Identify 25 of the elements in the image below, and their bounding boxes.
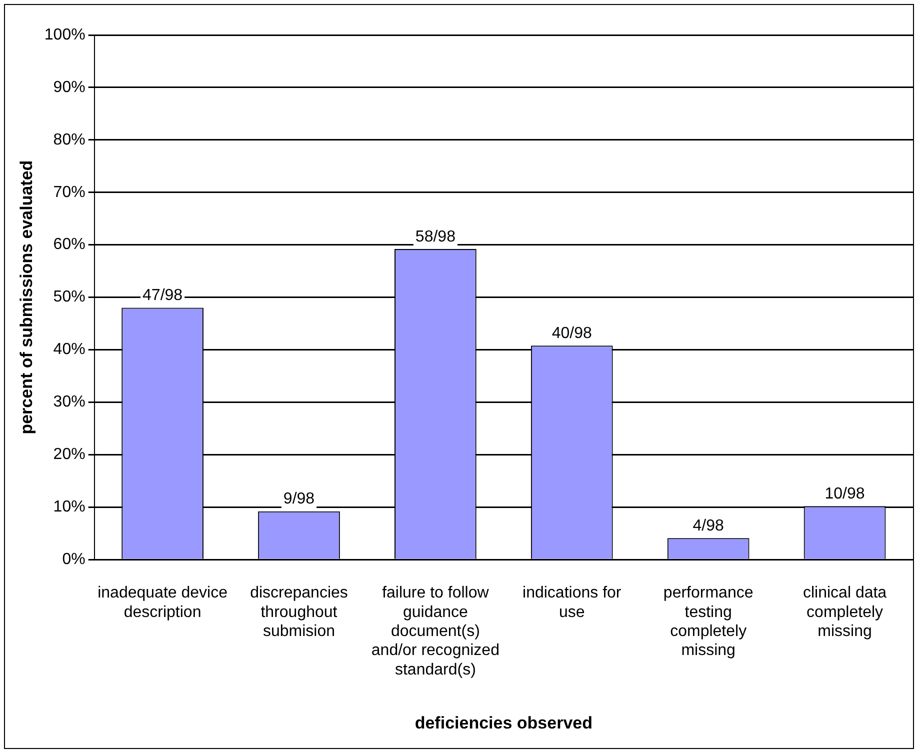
data-label: 58/98 bbox=[415, 228, 456, 246]
y-tick-label: 50% bbox=[53, 288, 86, 306]
y-tick-label: 100% bbox=[44, 26, 86, 44]
x-tick-label: indications for use bbox=[522, 584, 622, 621]
y-tick-label: 20% bbox=[53, 446, 86, 464]
data-label: 10/98 bbox=[824, 485, 865, 502]
y-tick-label: 80% bbox=[53, 131, 86, 148]
y-tick-label: 90% bbox=[53, 78, 86, 96]
y-tick-label: 0% bbox=[62, 551, 86, 568]
data-label: 47/98 bbox=[142, 287, 183, 304]
x-tick-label: failure to follow guidance document(s) and/or recognized standard(s) bbox=[371, 584, 500, 678]
x-tick-label: inadequate device description bbox=[98, 584, 228, 621]
x-tick-label: discrepancies throughout submision bbox=[250, 584, 348, 640]
y-tick-label: 10% bbox=[53, 498, 86, 516]
y-tick-label: 30% bbox=[53, 394, 86, 411]
x-tick-label: clinical data completely missing bbox=[802, 584, 887, 640]
data-label: 40/98 bbox=[552, 324, 592, 342]
y-axis-title: percent of submissions evaluated bbox=[16, 160, 36, 434]
y-tick-label: 40% bbox=[53, 341, 86, 358]
x-axis-title: deficiencies observed bbox=[414, 713, 592, 732]
data-label: 9/98 bbox=[283, 490, 315, 508]
y-tick-label: 70% bbox=[53, 184, 86, 201]
data-label: 4/98 bbox=[692, 518, 724, 534]
x-tick-label: performance testing completely missing bbox=[663, 584, 754, 660]
y-tick-label: 60% bbox=[53, 236, 86, 254]
